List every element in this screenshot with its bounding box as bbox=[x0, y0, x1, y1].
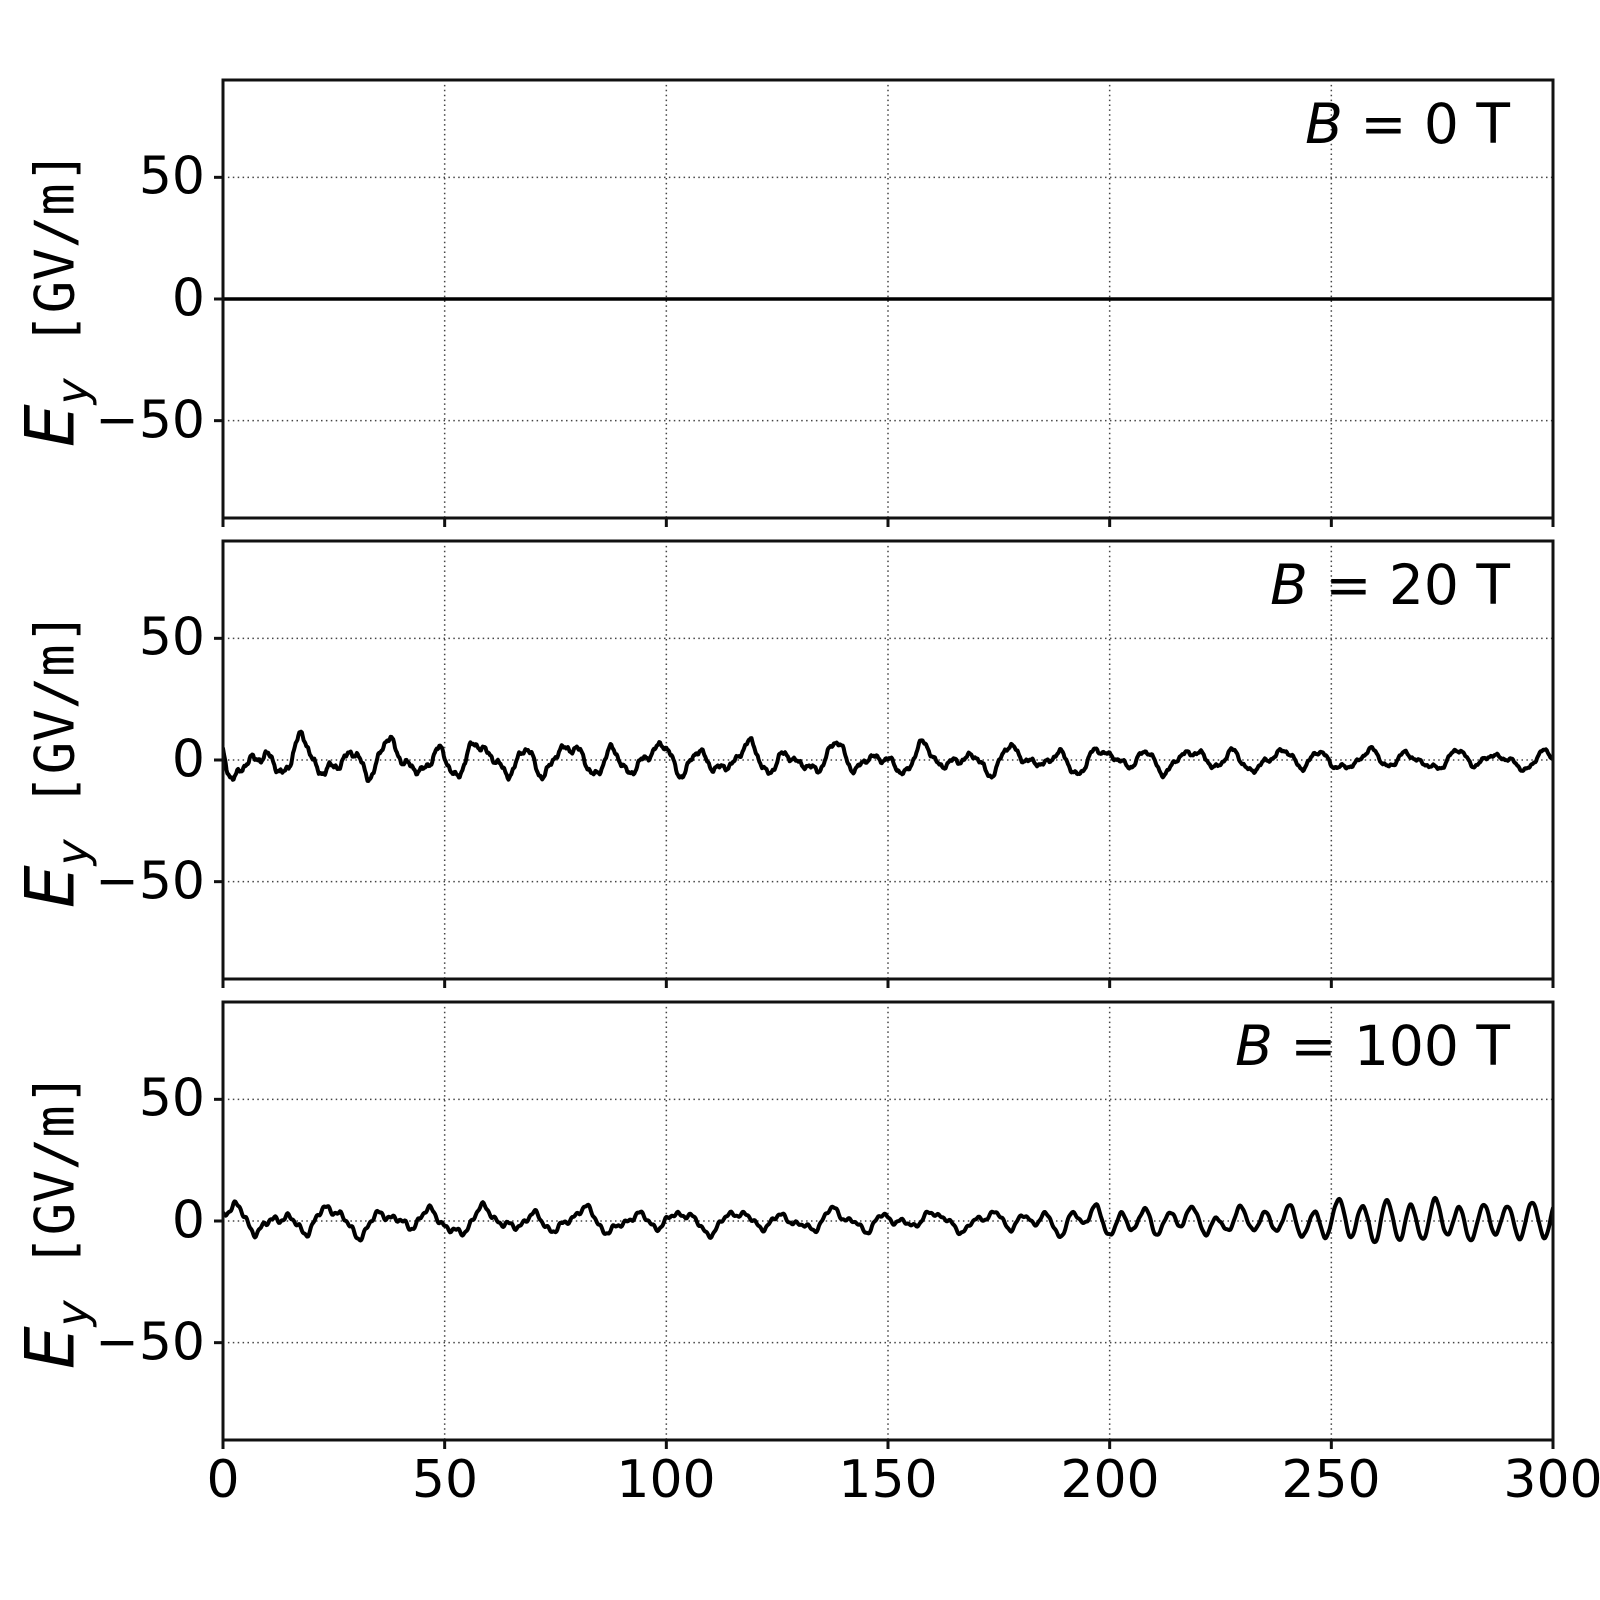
x-tick-label: 200 bbox=[1060, 1450, 1160, 1510]
x-tick-label: 300 bbox=[1503, 1450, 1600, 1510]
panel-annotation-b20: B = 20 T bbox=[1270, 557, 1510, 613]
x-tick-label: 0 bbox=[206, 1450, 240, 1510]
annotation-variable: B bbox=[1305, 92, 1343, 156]
x-tick-label: 100 bbox=[616, 1450, 716, 1510]
annotation-variable: B bbox=[1270, 553, 1308, 617]
x-tick-label: 50 bbox=[411, 1450, 479, 1510]
x-tick-label: 150 bbox=[838, 1450, 938, 1510]
y-tick-label: −50 bbox=[95, 1312, 205, 1373]
y-tick-label: 50 bbox=[138, 146, 205, 207]
annotation-value: = 0 T bbox=[1342, 92, 1510, 156]
y-tick-label: −50 bbox=[95, 851, 205, 912]
y-tick-label: 50 bbox=[138, 1068, 205, 1129]
annotation-value: = 100 T bbox=[1272, 1014, 1510, 1078]
y-tick-label: 0 bbox=[171, 729, 205, 790]
y-tick-label: 0 bbox=[171, 1190, 205, 1251]
y-tick-label: 50 bbox=[138, 607, 205, 668]
panel-annotation-b100: B = 100 T bbox=[1235, 1018, 1510, 1074]
annotation-value: = 20 T bbox=[1307, 553, 1510, 617]
annotation-variable: B bbox=[1235, 1014, 1273, 1078]
x-tick-label: 250 bbox=[1281, 1450, 1381, 1510]
panel-annotation-b0: B = 0 T bbox=[1305, 96, 1510, 152]
y-tick-label: 0 bbox=[171, 268, 205, 329]
y-tick-label: −50 bbox=[95, 390, 205, 451]
